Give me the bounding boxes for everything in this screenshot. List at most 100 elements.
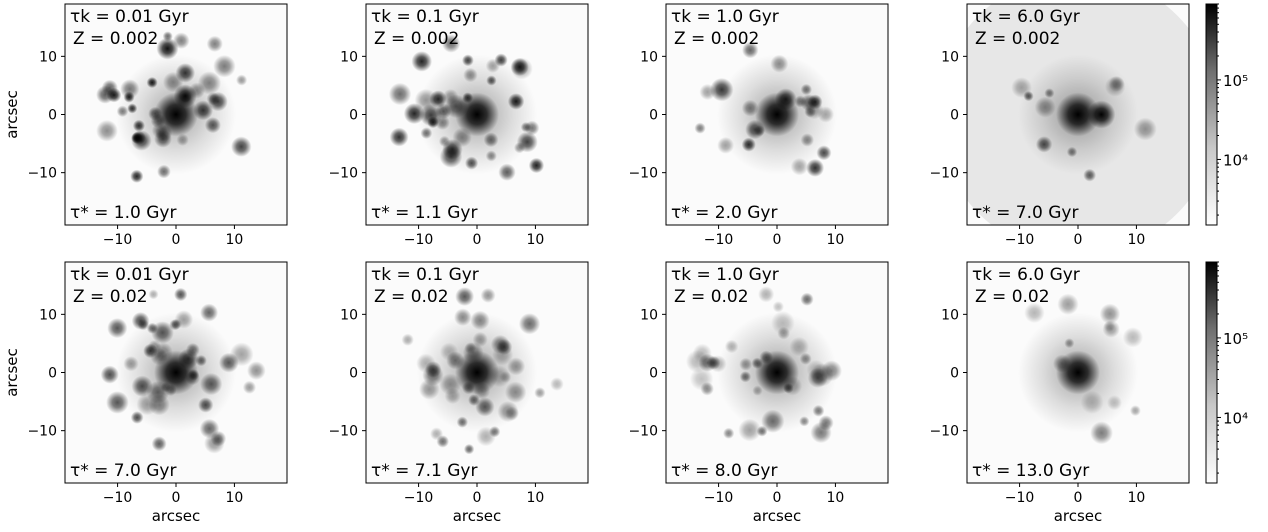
- x-tick-label: −10: [103, 232, 133, 248]
- annotation-tau-star: τ* = 1.0 Gyr: [70, 203, 176, 223]
- x-tick-label: 10: [827, 232, 845, 248]
- y-tick-label: −10: [27, 424, 57, 440]
- y-tick-label: 0: [349, 366, 358, 382]
- y-tick-label: −10: [929, 424, 959, 440]
- colorbar-tick-label: 10⁴: [1223, 151, 1248, 169]
- x-tick-label: 0: [473, 490, 482, 506]
- colorbar-tick-label: 10⁴: [1223, 409, 1248, 427]
- annotation-metallicity: Z = 0.002: [674, 29, 759, 49]
- y-tick-label: −10: [628, 166, 658, 182]
- panel-image: [366, 4, 588, 225]
- x-tick-label: 10: [226, 232, 244, 248]
- annotation-metallicity: Z = 0.002: [73, 29, 158, 49]
- y-tick-label: 10: [39, 49, 57, 65]
- annotation-metallicity: Z = 0.002: [374, 29, 459, 49]
- x-axis-label: arcsec: [152, 507, 201, 525]
- annotation-tau-k: τk = 1.0 Gyr: [671, 265, 779, 285]
- y-tick-label: 10: [39, 307, 57, 323]
- x-tick-label: 0: [172, 232, 181, 248]
- x-tick-label: −10: [103, 490, 133, 506]
- x-axis-label: arcsec: [453, 507, 502, 525]
- colorbar-row0: 10⁵ 10⁴: [1205, 3, 1248, 226]
- annotation-tau-k: τk = 6.0 Gyr: [972, 265, 1080, 285]
- x-tick-label: −10: [1005, 232, 1035, 248]
- annotation-tau-k: τk = 0.01 Gyr: [70, 7, 189, 27]
- y-tick-label: 0: [950, 108, 959, 124]
- annotation-tau-star: τ* = 7.0 Gyr: [70, 461, 176, 481]
- y-tick-label: 10: [640, 49, 658, 65]
- colorbar-gradient: [1205, 3, 1218, 226]
- y-tick-label: −10: [929, 166, 959, 182]
- x-tick-label: 10: [527, 232, 545, 248]
- x-tick-label: −10: [404, 490, 434, 506]
- panel-image: [65, 262, 287, 483]
- annotation-tau-k: τk = 0.01 Gyr: [70, 265, 189, 285]
- y-tick-label: 10: [941, 307, 959, 323]
- colorbar-tick-label: 10⁵: [1223, 72, 1248, 90]
- y-tick-label: 0: [349, 108, 358, 124]
- annotation-tau-star: τ* = 7.1 Gyr: [371, 461, 477, 481]
- x-tick-label: −10: [704, 490, 734, 506]
- annotation-tau-star: τ* = 2.0 Gyr: [671, 203, 777, 223]
- annotation-metallicity: Z = 0.02: [975, 287, 1050, 307]
- annotation-tau-star: τ* = 1.1 Gyr: [371, 203, 477, 223]
- y-tick-label: 0: [48, 366, 57, 382]
- x-tick-label: 0: [773, 490, 782, 506]
- y-tick-label: 0: [649, 108, 658, 124]
- y-tick-label: −10: [328, 424, 358, 440]
- y-tick-label: −10: [328, 166, 358, 182]
- annotation-tau-star: τ* = 8.0 Gyr: [671, 461, 777, 481]
- x-tick-label: 0: [1074, 232, 1083, 248]
- panel-image: [967, 262, 1189, 483]
- annotation-metallicity: Z = 0.02: [374, 287, 449, 307]
- y-tick-label: 10: [941, 49, 959, 65]
- annotation-tau-k: τk = 6.0 Gyr: [972, 7, 1080, 27]
- y-tick-label: −10: [628, 424, 658, 440]
- x-tick-label: 10: [527, 490, 545, 506]
- annotation-metallicity: Z = 0.002: [975, 29, 1060, 49]
- y-tick-label: −10: [27, 166, 57, 182]
- x-tick-label: 0: [172, 490, 181, 506]
- x-tick-label: 10: [1128, 232, 1146, 248]
- y-tick-label: 0: [950, 366, 959, 382]
- y-tick-label: 10: [340, 49, 358, 65]
- x-tick-label: −10: [404, 232, 434, 248]
- colorbar-row1: 10⁵ 10⁴: [1205, 261, 1248, 484]
- x-tick-label: −10: [1005, 490, 1035, 506]
- colorbar-gradient: [1205, 261, 1218, 484]
- x-tick-label: 0: [1074, 490, 1083, 506]
- panel-image: [666, 4, 888, 225]
- y-tick-label: 10: [340, 307, 358, 323]
- x-tick-label: −10: [704, 232, 734, 248]
- panel-image: [967, 4, 1189, 225]
- panel-image: [65, 4, 287, 225]
- y-tick-label: 10: [640, 307, 658, 323]
- annotation-tau-star: τ* = 7.0 Gyr: [972, 203, 1078, 223]
- y-tick-label: 0: [48, 108, 57, 124]
- y-axis-label: arcsec: [3, 90, 21, 139]
- annotation-tau-k: τk = 0.1 Gyr: [371, 265, 479, 285]
- x-axis-label: arcsec: [1054, 507, 1103, 525]
- panel-image: [366, 262, 588, 483]
- colorbar-tick-label: 10⁵: [1223, 330, 1248, 348]
- x-tick-label: 10: [226, 490, 244, 506]
- x-axis-label: arcsec: [753, 507, 802, 525]
- y-axis-label: arcsec: [3, 348, 21, 397]
- panel-image: [666, 262, 888, 483]
- annotation-metallicity: Z = 0.02: [674, 287, 749, 307]
- x-tick-label: 0: [773, 232, 782, 248]
- x-tick-label: 10: [827, 490, 845, 506]
- x-tick-label: 10: [1128, 490, 1146, 506]
- annotation-tau-star: τ* = 13.0 Gyr: [972, 461, 1089, 481]
- annotation-tau-k: τk = 0.1 Gyr: [371, 7, 479, 27]
- x-tick-label: 0: [473, 232, 482, 248]
